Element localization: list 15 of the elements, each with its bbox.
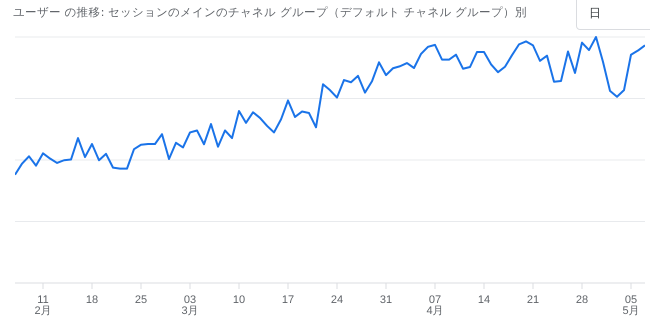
dropdown: 日 — [576, 0, 650, 30]
x-tick-label: 31 — [380, 294, 392, 306]
x-tick-label: 25 — [134, 294, 148, 306]
x-tick-label: 17 — [282, 294, 294, 306]
x-tick-label: 05 5月 — [622, 294, 640, 317]
x-tick-label: 11 2月 — [34, 294, 52, 317]
x-tick-label: 28 — [576, 294, 588, 306]
x-tick-label: 18 — [86, 294, 98, 306]
x-tick-label: 03 3月 — [181, 294, 199, 317]
x-tick-label: 21 — [526, 294, 540, 306]
x-tick-label: 24 — [330, 294, 344, 306]
x-tick-label: 10 — [232, 294, 246, 306]
chart-title: ユーザー の推移: セッションのメインのチャネル グループ（デフォルト チャネル グループ）別 — [13, 5, 528, 20]
x-tick-label: 07 4月 — [426, 294, 444, 317]
x-tick-label: 14 — [478, 294, 490, 306]
